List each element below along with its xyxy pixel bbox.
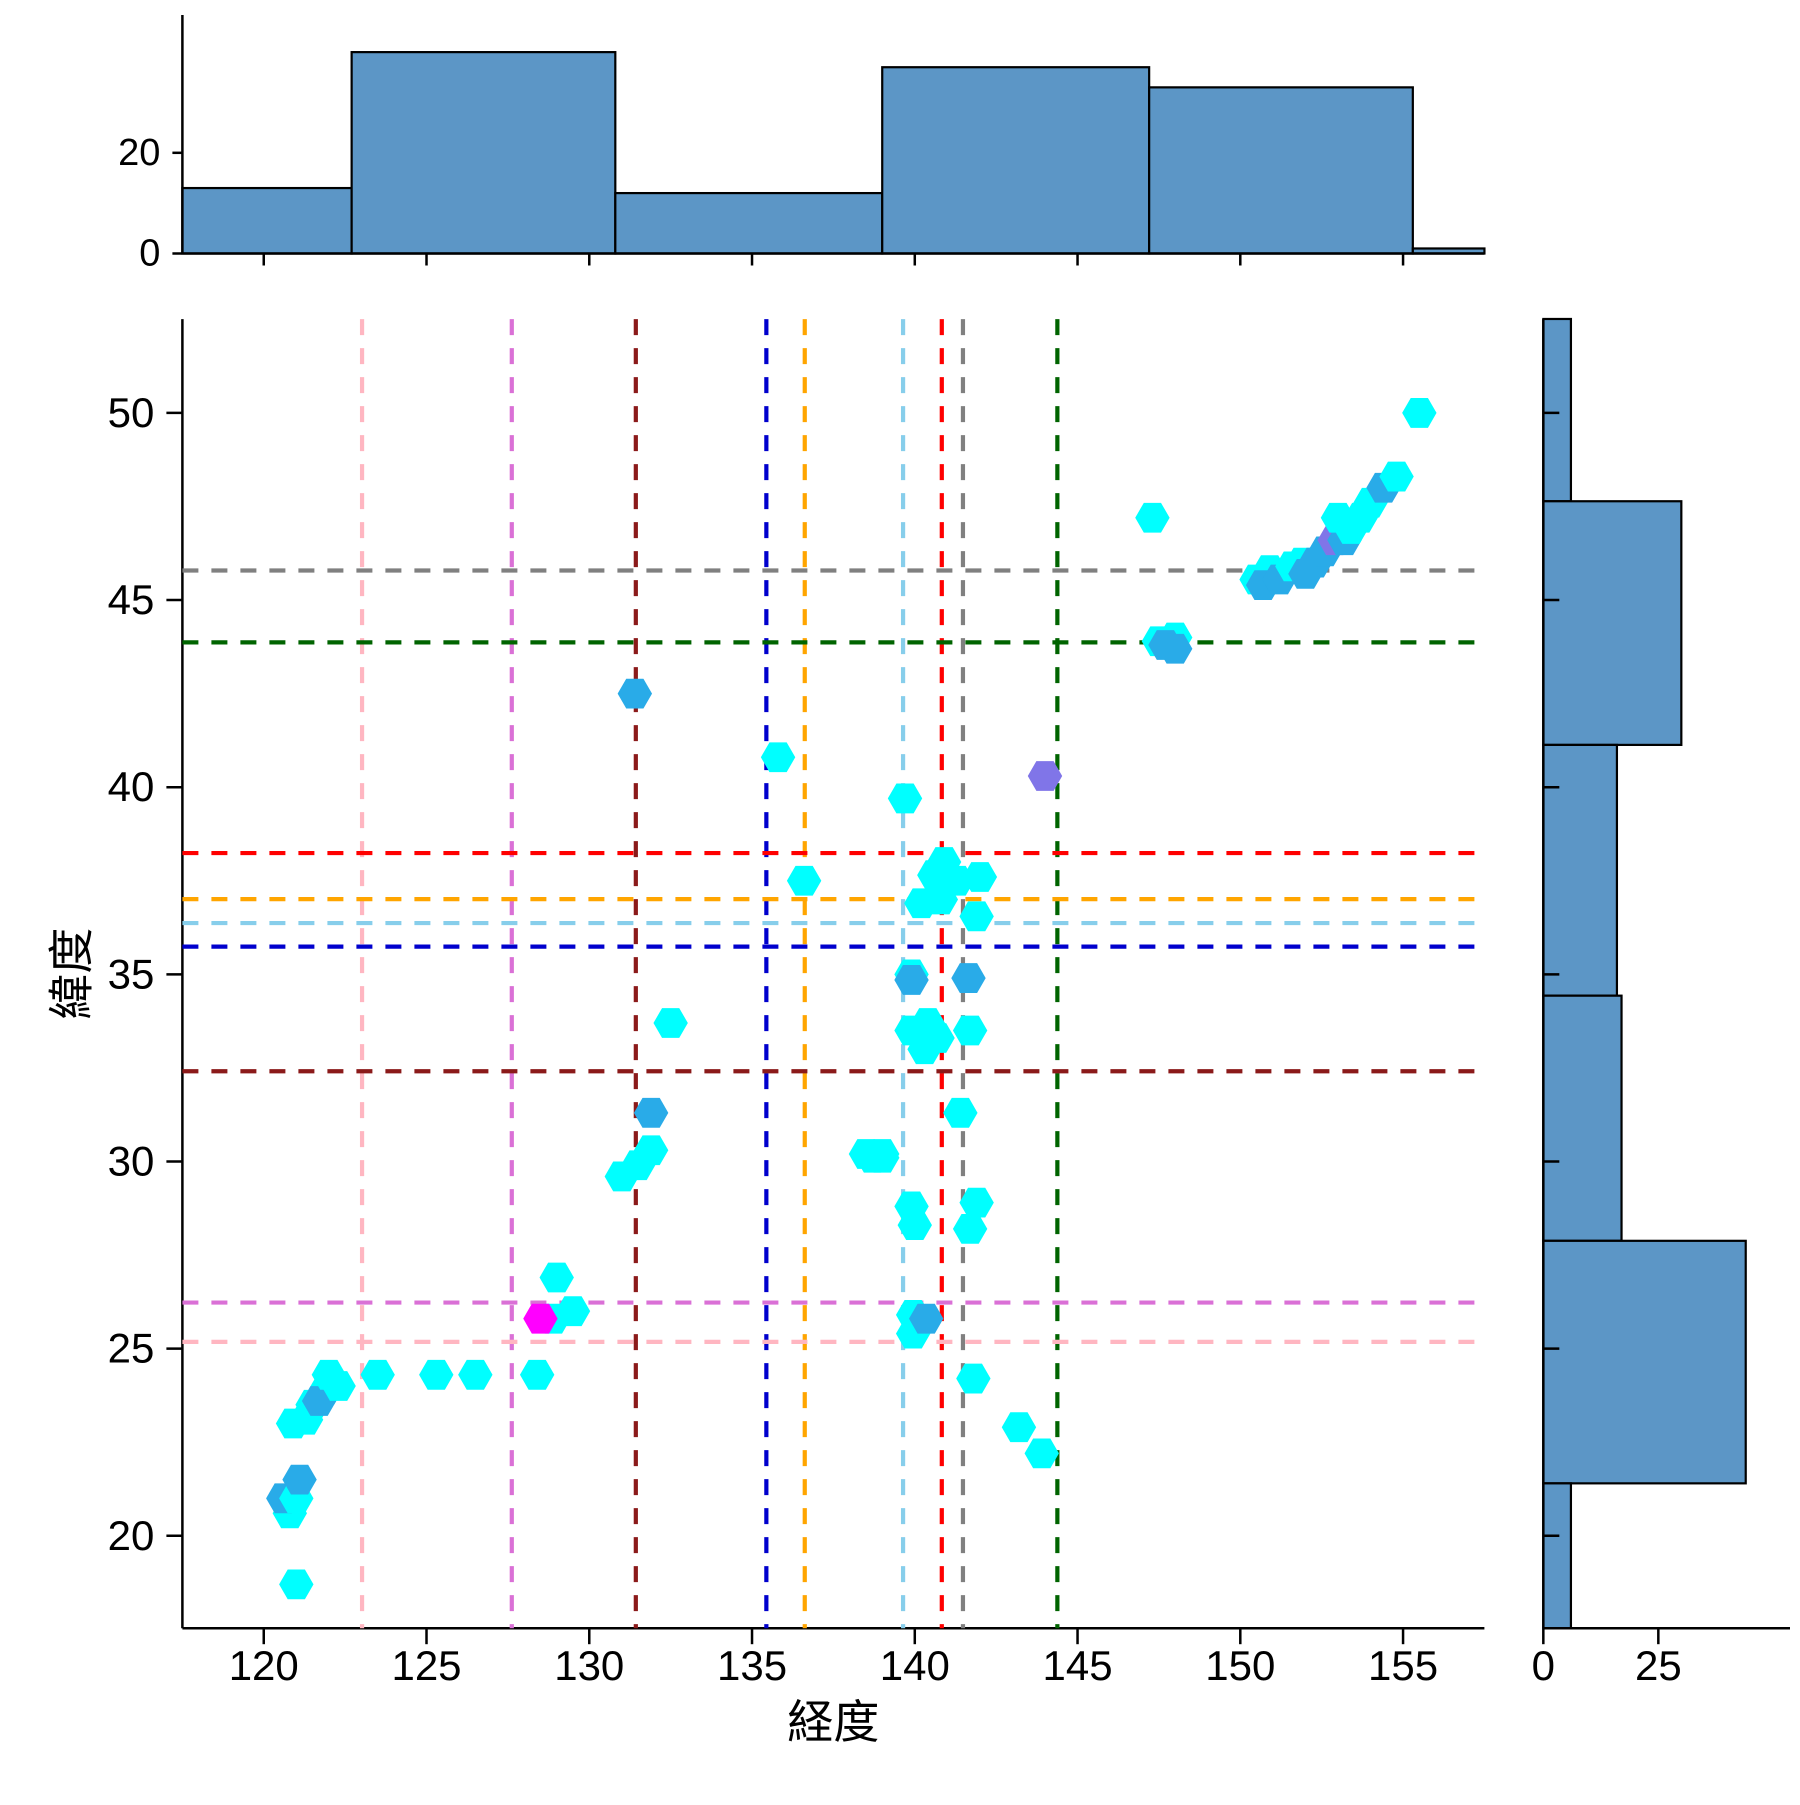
svg-text:50: 50 [108, 389, 155, 436]
svg-text:35: 35 [108, 950, 155, 997]
svg-text:20: 20 [108, 1512, 155, 1559]
svg-text:20: 20 [118, 132, 160, 174]
svg-text:経度: 経度 [787, 1696, 879, 1748]
svg-text:25: 25 [108, 1325, 155, 1372]
svg-text:120: 120 [229, 1642, 299, 1689]
svg-text:135: 135 [717, 1642, 787, 1689]
svg-text:0: 0 [1532, 1642, 1555, 1689]
svg-text:140: 140 [880, 1642, 950, 1689]
svg-text:緯度: 緯度 [45, 928, 97, 1020]
svg-text:25: 25 [1635, 1642, 1682, 1689]
svg-text:145: 145 [1043, 1642, 1113, 1689]
svg-text:45: 45 [108, 576, 155, 623]
svg-text:150: 150 [1205, 1642, 1275, 1689]
svg-text:155: 155 [1368, 1642, 1438, 1689]
svg-text:125: 125 [391, 1642, 461, 1689]
svg-text:130: 130 [554, 1642, 624, 1689]
svg-text:0: 0 [139, 233, 160, 275]
svg-text:30: 30 [108, 1137, 155, 1184]
svg-text:40: 40 [108, 763, 155, 810]
